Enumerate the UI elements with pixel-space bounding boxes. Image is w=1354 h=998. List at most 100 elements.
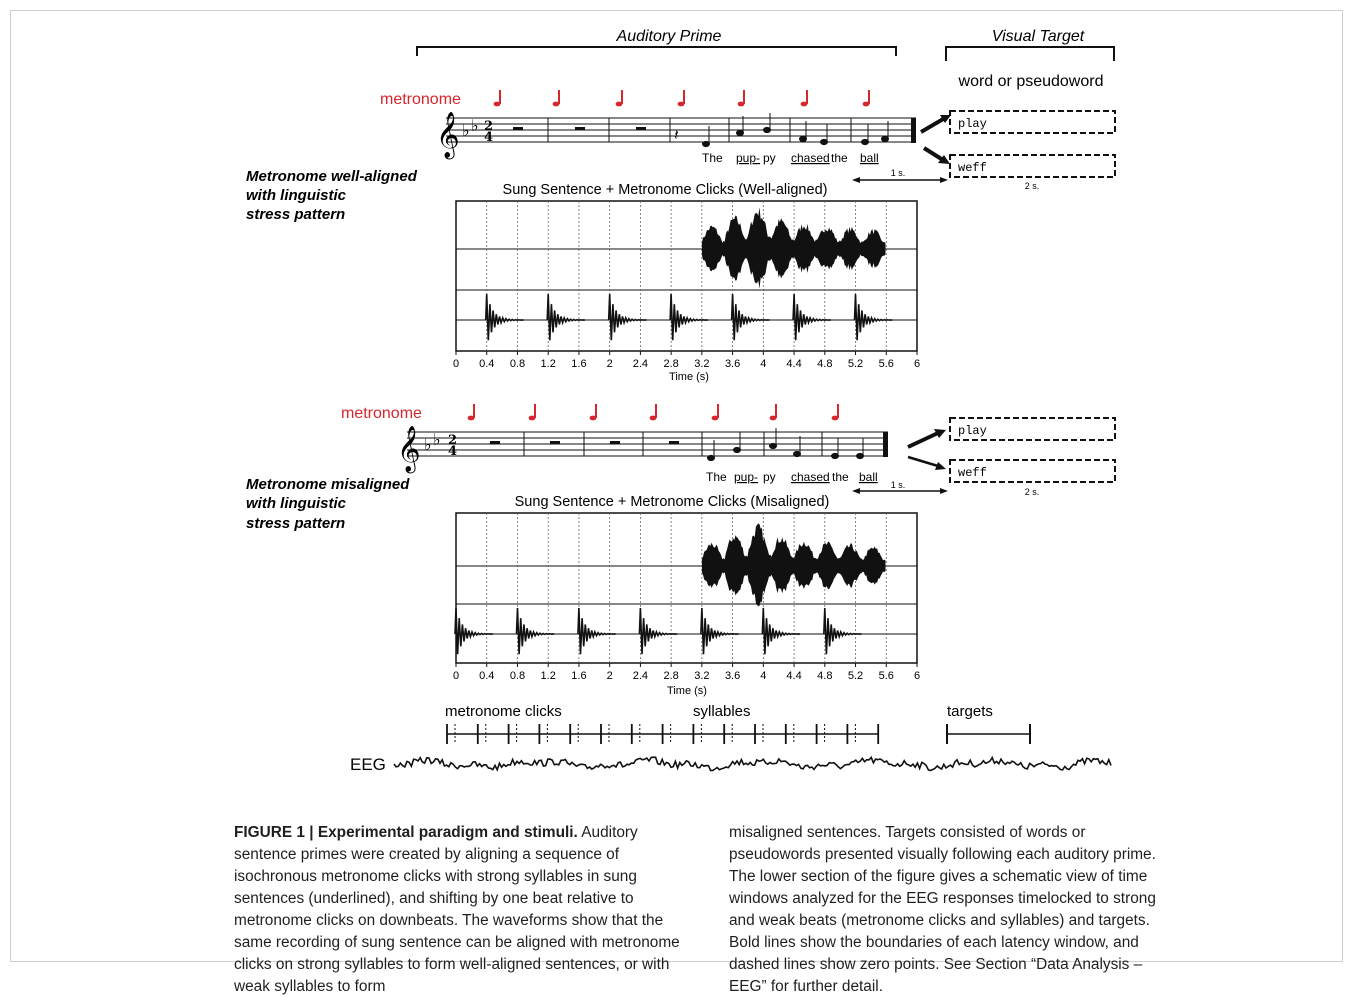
metronome-note-icon <box>589 404 597 421</box>
svg-text:ball: ball <box>860 151 879 165</box>
aligned-waveform-plot: Sung Sentence + Metronome Clicks (Well-a… <box>453 182 920 383</box>
x-tick-label: 0.8 <box>510 670 525 682</box>
metronome-click <box>454 607 493 655</box>
x-tick-label: 2.8 <box>663 358 678 370</box>
caption-left: FIGURE 1 | Experimental paradigm and sti… <box>234 822 686 998</box>
x-tick-label: 3.2 <box>694 358 709 370</box>
interval-label: 2 s. <box>1025 487 1040 497</box>
metronome-label: metronome <box>380 91 461 108</box>
svg-text:Metronome misaligned: Metronome misaligned <box>246 476 410 493</box>
eeg-schematic: metronome clicks syllables targets EEG <box>350 703 1112 774</box>
misaligned-staff: 𝄞 ♭ ♭ 2 4 The pup- py chased the ball <box>397 426 888 484</box>
x-tick-label: 0 <box>453 358 459 370</box>
metronome-click <box>484 293 524 341</box>
word-target: play <box>958 424 987 438</box>
aligned-metronome: metronome <box>380 90 870 108</box>
x-tick-label: 0.8 <box>510 358 525 370</box>
misaligned-waveform-plot: Sung Sentence + Metronome Clicks (Misali… <box>453 494 920 697</box>
x-tick-label: 4.8 <box>817 358 832 370</box>
figure-caption: FIGURE 1 | Experimental paradigm and sti… <box>234 822 1324 998</box>
eeg-trace <box>393 755 1112 772</box>
caption-text-left: Auditory sentence primes were created by… <box>234 824 680 995</box>
x-tick-label: 4 <box>760 358 766 370</box>
x-tick-label: 3.2 <box>694 670 709 682</box>
interval-label: 1 s. <box>891 168 906 178</box>
x-tick-label: 4.8 <box>817 670 832 682</box>
metronome-note-icon <box>769 404 777 421</box>
target-type-label: word or pseudoword <box>958 73 1104 90</box>
treble-clef-icon: 𝄞 <box>397 426 421 474</box>
flat-icon: ♭ <box>462 121 470 140</box>
x-tick-label: 6 <box>914 670 920 682</box>
pseudoword-target: weff <box>958 466 987 480</box>
flat-icon: ♭ <box>433 430 441 449</box>
x-tick-label: 0.4 <box>479 670 494 682</box>
caption-right: misaligned sentences. Targets consisted … <box>729 824 1156 995</box>
x-axis-label: Time (s) <box>669 371 709 383</box>
x-tick-label: 3.6 <box>725 358 740 370</box>
svg-text:py: py <box>763 151 776 165</box>
metronome-note-icon <box>737 90 745 107</box>
svg-text:the: the <box>832 470 849 484</box>
eeg-label: EEG <box>350 755 386 774</box>
pseudoword-target: weff <box>958 161 987 175</box>
x-axis-label: Time (s) <box>667 685 707 697</box>
x-tick-label: 2.4 <box>633 358 648 370</box>
svg-text:pup-: pup- <box>734 470 758 484</box>
svg-text:The: The <box>702 151 723 165</box>
metronome-clicks-label: metronome clicks <box>445 703 562 720</box>
metronome-click <box>607 293 647 341</box>
metronome-click <box>669 293 708 341</box>
waveform-title: Sung Sentence + Metronome Clicks (Well-a… <box>503 182 828 198</box>
half-rests <box>490 441 679 444</box>
x-tick-label: 2 <box>607 358 613 370</box>
svg-text:The: The <box>706 470 727 484</box>
flat-icon: ♭ <box>424 435 432 454</box>
caption-label: FIGURE 1 | Experimental paradigm and sti… <box>234 824 578 841</box>
metronome-note-icon <box>711 404 719 421</box>
svg-text:stress pattern: stress pattern <box>246 206 345 223</box>
metronome-note-icon <box>467 404 475 421</box>
svg-text:𝄽: 𝄽 <box>674 125 679 144</box>
sung-waveform <box>701 207 886 289</box>
metronome-note-icon <box>528 404 536 421</box>
x-tick-label: 5.2 <box>848 358 863 370</box>
metronome-click <box>730 293 770 341</box>
metronome-label: metronome <box>341 405 422 422</box>
time-signature: 4 <box>484 130 493 145</box>
visual-target-heading: Visual Target <box>992 28 1085 45</box>
x-tick-label: 5.6 <box>879 358 894 370</box>
metronome-note-icon <box>615 90 623 107</box>
misaligned-metronome: metronome <box>341 404 839 422</box>
svg-text:Metronome well-aligned: Metronome well-aligned <box>246 168 418 185</box>
misaligned-targets: play weff 1 s. 2 s. <box>852 417 1116 497</box>
syllables-label: syllables <box>693 703 751 720</box>
figure-frame <box>10 10 1343 962</box>
x-tick-label: 5.2 <box>848 670 863 682</box>
metronome-click <box>700 607 739 655</box>
x-tick-label: 2 <box>607 670 613 682</box>
interval-label: 2 s. <box>1025 181 1040 191</box>
svg-text:py: py <box>763 470 776 484</box>
x-tick-label: 4 <box>760 670 766 682</box>
flat-icon: ♭ <box>471 116 479 135</box>
x-tick-label: 2.4 <box>633 670 648 682</box>
lyrics: The pup- py chased the ball <box>702 151 879 165</box>
x-tick-label: 4.4 <box>786 670 801 682</box>
svg-text:chased: chased <box>791 470 830 484</box>
svg-text:chased: chased <box>791 151 830 165</box>
x-tick-label: 4.4 <box>786 358 801 370</box>
targets-label: targets <box>947 703 993 720</box>
x-tick-label: 2.8 <box>663 670 678 682</box>
time-signature: 2 <box>448 433 457 448</box>
metronome-note-icon <box>493 90 501 107</box>
svg-text:stress pattern: stress pattern <box>246 515 345 532</box>
x-tick-label: 1.6 <box>571 358 586 370</box>
aligned-targets: play weff 1 s. 2 s. <box>852 110 1116 191</box>
misaligned-condition-label: Metronome misaligned with linguistic str… <box>246 476 410 532</box>
x-tick-label: 0.4 <box>479 358 494 370</box>
svg-text:the: the <box>831 151 848 165</box>
aligned-staff: 𝄞 ♭ ♭ 2 4 𝄽 The pup- py chased the ball <box>436 112 916 165</box>
metronome-click <box>792 293 831 341</box>
metronome-click <box>823 607 862 655</box>
